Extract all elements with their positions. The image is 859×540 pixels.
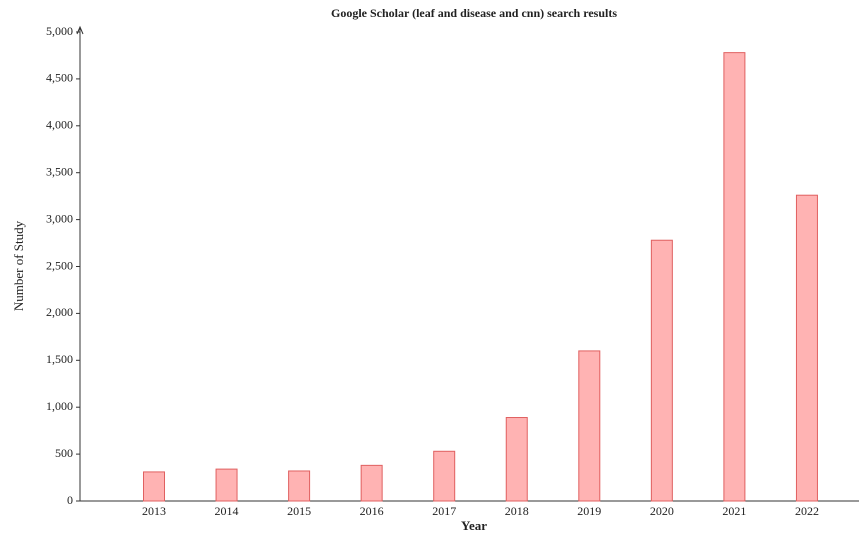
x-tick-label: 2014 [215,504,239,518]
y-tick-label: 500 [55,446,73,460]
x-tick-label: 2019 [577,504,601,518]
chart-title: Google Scholar (leaf and disease and cnn… [331,6,617,20]
bar [143,471,165,502]
y-tick-label: 1,000 [46,399,73,413]
bar [650,239,673,502]
bar [505,417,528,502]
y-tick-label: 2,000 [46,305,73,319]
x-tick-label: 2016 [360,504,384,518]
x-tick-label: 2017 [432,504,456,518]
bar [215,468,238,502]
y-tick-label: 5,000 [46,24,73,38]
y-tick-label: 4,500 [46,71,73,85]
y-tick-label: 1,500 [46,352,73,366]
bar [288,470,311,502]
y-tick-label: 2,500 [46,258,73,272]
x-tick-label: 2022 [795,504,819,518]
x-tick-label: 2013 [142,504,166,518]
y-tick-label: 3,500 [46,164,73,178]
bar [433,450,456,502]
bar [723,52,746,502]
y-tick-label: 4,000 [46,118,73,132]
y-tick-label: 0 [67,493,73,507]
bar [360,464,383,502]
x-tick-label: 2020 [650,504,674,518]
x-tick-label: 2021 [722,504,746,518]
x-tick-label: 2018 [505,504,529,518]
y-axis-label: Number of Study [11,220,26,311]
y-tick-label: 3,000 [46,211,73,225]
x-axis-label: Year [461,518,487,533]
x-tick-label: 2015 [287,504,311,518]
bar [795,194,818,502]
bar [578,350,601,502]
